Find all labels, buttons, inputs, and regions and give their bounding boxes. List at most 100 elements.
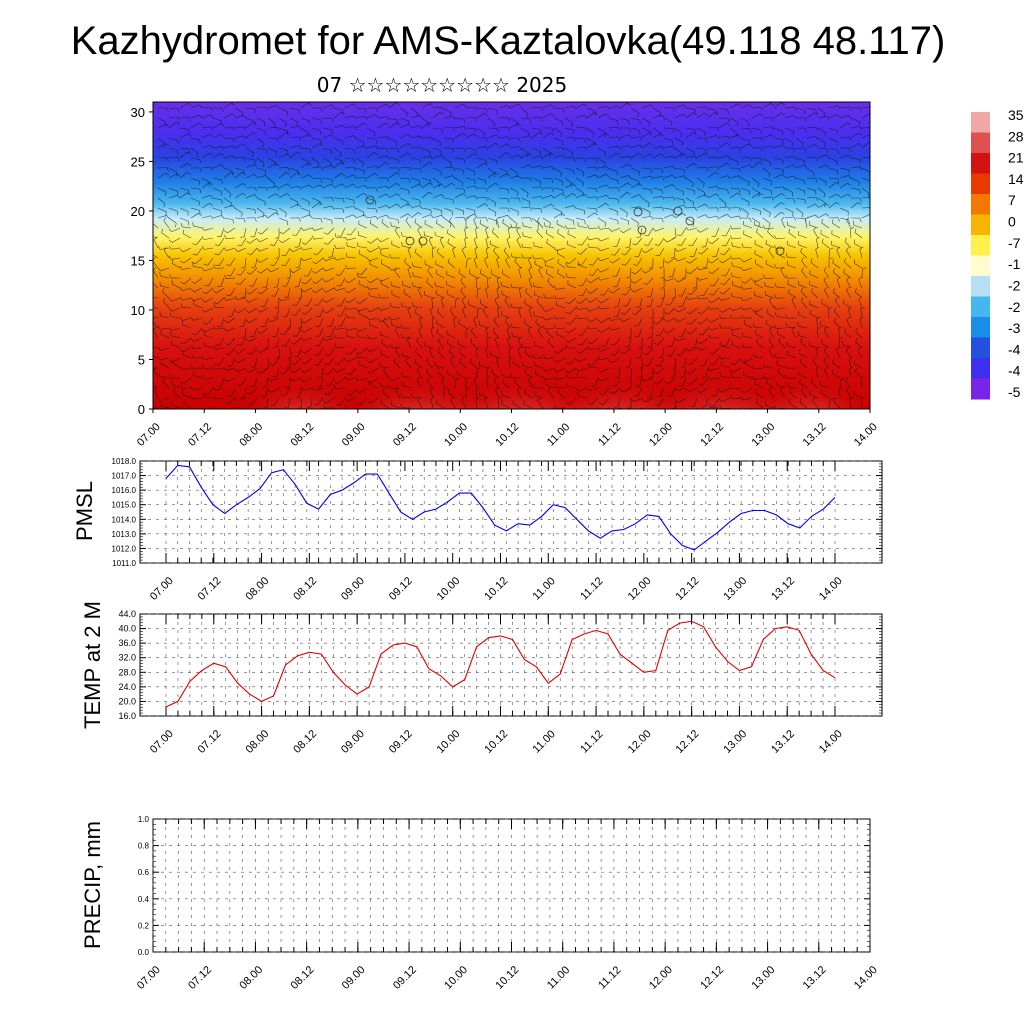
wind-barb-flag: [395, 386, 399, 391]
wind-barb-flag: [815, 196, 819, 201]
wind-barb: [853, 224, 863, 229]
colorbar-swatch: [971, 337, 990, 359]
wind-barb: [465, 116, 475, 119]
wind-barb-flag: [774, 282, 777, 287]
wind-barb: [201, 166, 211, 169]
wind-barb: [426, 361, 434, 369]
wind-barb: [426, 371, 434, 379]
wind-barb-flag: [311, 227, 315, 231]
wind-barb: [336, 236, 346, 239]
wind-barb: [523, 365, 533, 369]
wind-barb-flag: [381, 399, 383, 404]
wind-barb-flag: [234, 248, 239, 252]
wind-barb-flag: [643, 352, 648, 355]
wind-barb: [629, 237, 632, 247]
wind-barb-flag: [858, 132, 862, 136]
x-tick-label: 14.00: [852, 421, 880, 449]
wind-barb-flag: [401, 241, 403, 246]
wind-barb: [630, 117, 640, 121]
wind-barb: [707, 166, 717, 169]
wind-barb-flag: [449, 217, 452, 222]
wind-barb-flag: [485, 146, 489, 151]
wind-barb-flag: [473, 213, 478, 218]
wind-barb-flag: [768, 347, 772, 351]
wind-barb-flag: [242, 183, 247, 187]
wind-barb: [418, 239, 423, 249]
wind-barb: [504, 320, 511, 329]
wind-barb-flag: [575, 358, 580, 362]
wind-barb-flag: [542, 407, 545, 409]
x-tick-label: 07.00: [135, 421, 163, 449]
wind-barb-flag: [588, 264, 593, 266]
wind-barb-flag: [346, 242, 348, 247]
wind-barb: [601, 297, 610, 304]
wind-barb-flag: [595, 166, 599, 171]
wind-barb: [754, 383, 764, 389]
wind-barb: [608, 117, 618, 121]
wind-barb-flag: [562, 147, 565, 152]
wind-barb-flag: [224, 234, 227, 239]
wind-barb: [545, 307, 555, 312]
wind-barb: [844, 261, 852, 269]
wind-barb-flag: [190, 288, 195, 293]
wind-barb: [369, 287, 379, 290]
wind-barb-flag: [597, 269, 602, 273]
wind-barb: [715, 227, 720, 237]
wind-barb-flag: [199, 167, 202, 172]
wind-barb: [614, 337, 621, 346]
wind-barb-flag: [479, 299, 482, 304]
wind-barb-flag: [161, 228, 163, 233]
wind-barb-flag: [426, 277, 429, 282]
plot-frame: [139, 460, 883, 564]
wind-barb-flag: [782, 186, 786, 191]
wind-barb: [370, 377, 379, 384]
wind-barb-flag: [748, 143, 753, 147]
wind-barb: [568, 327, 577, 334]
wind-barb: [465, 207, 475, 211]
wind-barb-flag: [659, 266, 664, 269]
wind-barb: [776, 384, 786, 389]
wind-barb-flag: [221, 146, 225, 150]
wind-barb: [336, 257, 346, 261]
wind-barb: [311, 202, 320, 209]
wind-barb-flag: [823, 267, 827, 271]
wind-barb: [344, 214, 354, 219]
wind-barb-flag: [148, 404, 149, 408]
wind-barb: [536, 301, 544, 309]
wind-barb-flag: [844, 328, 847, 332]
wind-barb-flag: [224, 230, 228, 234]
wind-barb-flag: [648, 132, 653, 135]
wind-barb-flag: [709, 363, 714, 366]
wind-barb-flag: [627, 386, 632, 389]
wind-barb-flag: [281, 264, 286, 266]
wind-barb-flag: [201, 356, 205, 360]
wind-barb: [485, 249, 489, 259]
wind-barb-flag: [397, 159, 399, 164]
wind-barb-flag: [780, 212, 785, 215]
wind-barb-flag: [636, 356, 641, 359]
wind-barb: [212, 134, 222, 139]
wind-barb: [454, 167, 464, 171]
wind-barb: [659, 357, 665, 367]
wind-barb: [509, 167, 518, 174]
wind-barb-flag: [427, 267, 431, 271]
wind-barb: [220, 227, 225, 237]
wind-barb-flag: [267, 389, 272, 393]
wind-barb-flag: [528, 276, 533, 280]
wind-barb-flag: [609, 411, 612, 413]
wind-barb: [732, 227, 742, 230]
wind-barb-flag: [157, 397, 161, 401]
wind-barb-flag: [664, 260, 668, 264]
wind-barb-flag: [196, 153, 199, 158]
wind-barb-flag: [324, 372, 329, 375]
wind-barb: [674, 397, 677, 407]
wind-barb: [160, 285, 170, 289]
wind-barb: [732, 265, 742, 269]
wind-barb-flag: [749, 104, 753, 108]
wind-barb-flag: [858, 296, 863, 300]
wind-barb-flag: [550, 113, 555, 117]
wind-barb: [616, 237, 621, 247]
wind-barb: [289, 117, 299, 123]
wind-barb: [399, 107, 408, 114]
wind-barb-flag: [163, 203, 166, 208]
